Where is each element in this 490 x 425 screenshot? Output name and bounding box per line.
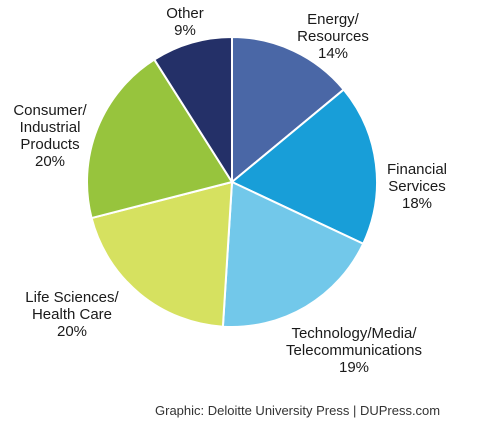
pie-slice-5	[152, 35, 233, 186]
slice-category-label: Resources	[297, 28, 369, 45]
slice-percent-label: 14%	[318, 45, 348, 62]
slice-category-label: Life Sciences/	[25, 289, 119, 306]
slice-category-label: Financial	[387, 161, 447, 178]
slice-category-label: Other	[166, 5, 204, 22]
slice-category-label: Health Care	[32, 306, 112, 323]
slice-category-label: Energy/	[307, 11, 360, 28]
slice-category-label: Products	[20, 136, 79, 153]
pie-slice-2	[221, 180, 365, 328]
slice-category-label: Telecommunications	[286, 342, 422, 359]
source-credit: Graphic: Deloitte University Press | DUP…	[155, 403, 441, 418]
slice-category-label: Industrial	[20, 119, 81, 136]
slice-category-label: Consumer/	[13, 102, 87, 119]
pie-slice-3	[90, 180, 234, 328]
pie-slice-4	[86, 58, 234, 220]
pie-slices	[86, 35, 378, 328]
slice-category-label: Technology/Media/	[291, 325, 417, 342]
slice-percent-label: 20%	[35, 153, 65, 170]
slice-percent-label: 20%	[57, 323, 87, 340]
slice-category-label: Services	[388, 178, 446, 195]
slice-percent-label: 18%	[402, 195, 432, 212]
slice-percent-label: 19%	[339, 359, 369, 376]
pie-slice-0	[231, 35, 346, 185]
pie-slice-1	[230, 88, 378, 246]
slice-percent-label: 9%	[174, 22, 196, 39]
